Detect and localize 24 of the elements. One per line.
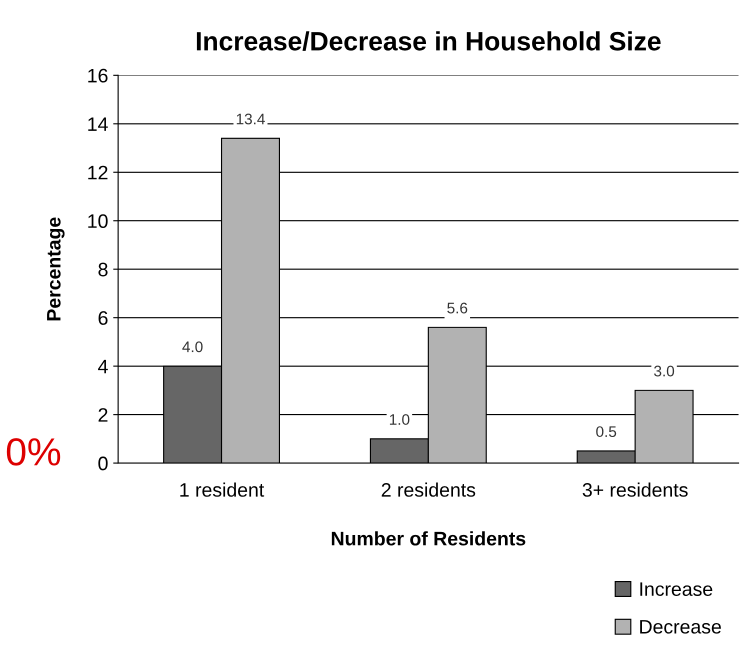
- data-label: 5.6: [447, 302, 468, 314]
- data-label: 0.5: [596, 426, 616, 438]
- y-tick-label: 14: [88, 117, 108, 131]
- y-tick-label: 10: [88, 214, 108, 228]
- data-label: 13.4: [236, 114, 265, 124]
- y-tick-label: 2: [98, 408, 108, 422]
- y-tick-label: 8: [98, 262, 108, 276]
- data-label: 1.0: [390, 414, 410, 425]
- y-tick-label: 0: [98, 456, 108, 470]
- y-tick-label: 16: [88, 68, 108, 83]
- text: 0%: [6, 438, 60, 466]
- y-axis-title: Percentage: [47, 217, 65, 320]
- chart-title: Increase/Decrease in Household Size: [196, 31, 661, 51]
- data-label: 4.0: [182, 341, 203, 352]
- x-axis-title: Number of Residents: [332, 531, 526, 546]
- legend-label: Increase: [640, 582, 712, 596]
- x-tick-label: 2 residents: [382, 482, 476, 497]
- y-tick-label: 6: [98, 311, 108, 325]
- data-label: 3.0: [654, 366, 674, 376]
- y-tick-label: 4: [98, 360, 108, 374]
- x-tick-label: 1 resident: [180, 482, 264, 497]
- legend-label: Decrease: [640, 620, 721, 634]
- x-tick-label: 3+ residents: [582, 482, 688, 497]
- y-tick-label: 12: [88, 166, 108, 180]
